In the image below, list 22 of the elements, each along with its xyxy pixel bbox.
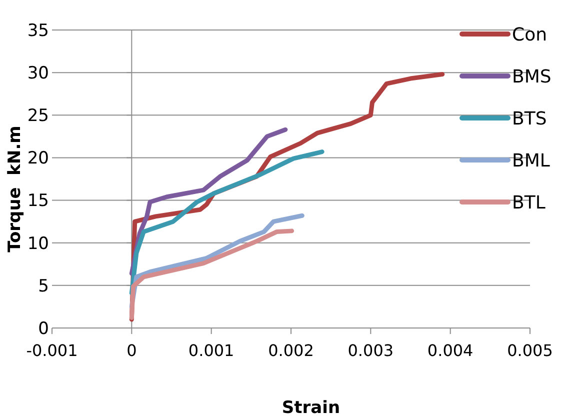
y-tick-label: 5 (38, 276, 49, 296)
legend-label: BML (512, 150, 550, 172)
legend-label: Con (512, 24, 547, 46)
y-tick-label: 35 (27, 20, 49, 41)
x-tick-label: 0.004 (427, 341, 474, 360)
y-tick-label: 15 (27, 191, 49, 212)
x-tick-label: 0.002 (268, 341, 314, 360)
x-tick-label: -0.001 (26, 341, 78, 360)
x-axis-title: Strain (282, 398, 340, 418)
legend-label: BTL (512, 192, 546, 214)
y-tick-label: 25 (27, 106, 49, 126)
x-tick-label: 0.005 (507, 341, 553, 360)
x-tick-label: 0.003 (348, 341, 394, 360)
y-tick-label: 20 (27, 148, 49, 169)
x-tick-label: 0.001 (188, 341, 234, 360)
y-tick-label: 0 (38, 318, 49, 339)
legend-label: BTS (512, 108, 547, 130)
y-axis-title: Torque kN.m (5, 126, 25, 252)
x-tick-label: 0 (126, 341, 137, 360)
y-tick-label: 30 (27, 64, 49, 84)
y-tick-label: 10 (27, 234, 49, 254)
legend-label: BMS (512, 66, 552, 88)
